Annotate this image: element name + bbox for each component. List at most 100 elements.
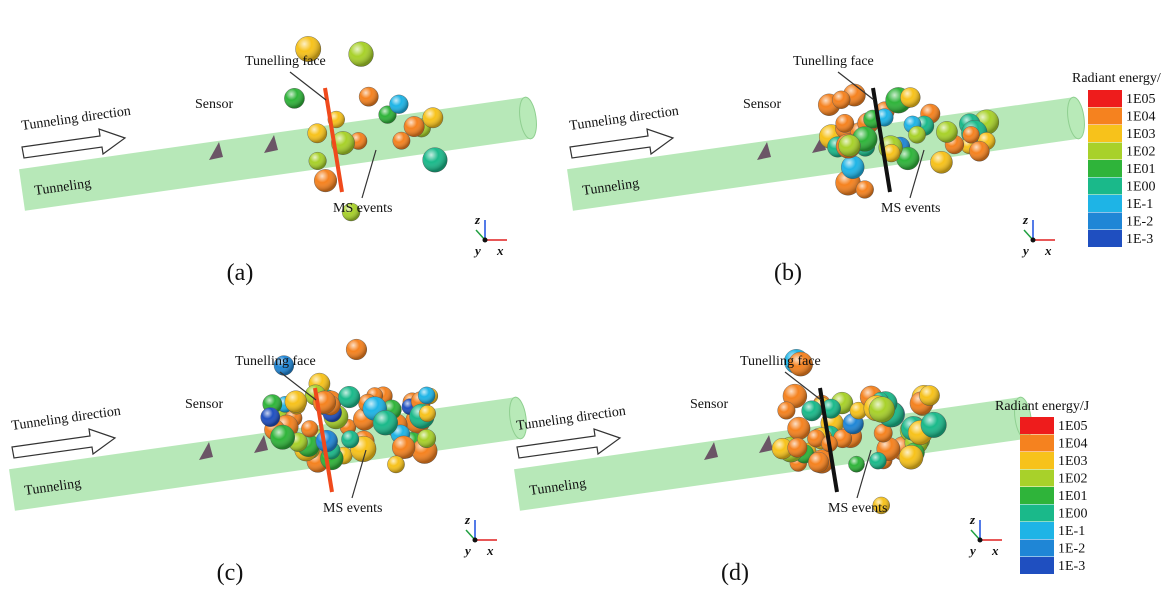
events-label: MS events — [333, 201, 393, 216]
legend-swatch — [1020, 522, 1054, 539]
face-label: Tunelling face — [245, 54, 326, 69]
legend-label: 1E02 — [1058, 472, 1088, 487]
figure: TunnelingTunneling directionSensorTunell… — [0, 0, 1161, 605]
ms-event-shine — [919, 385, 939, 405]
ms-event-shine — [802, 401, 822, 421]
legend-swatch — [1088, 160, 1122, 177]
ms-event-shine — [314, 169, 337, 192]
ms-event-shine — [808, 452, 828, 472]
sensor-label: Sensor — [185, 397, 223, 412]
ms-event-shine — [284, 88, 304, 108]
direction-label: Tunneling direction — [515, 404, 626, 434]
tunnel — [517, 418, 1023, 490]
direction-arrow — [517, 429, 620, 458]
sensor-label: Sensor — [690, 397, 728, 412]
legend-swatch — [1020, 487, 1054, 504]
ms-event-shine — [836, 114, 854, 132]
ms-event-shine — [387, 456, 404, 473]
ms-event-shine — [390, 95, 409, 114]
axis-y-label: y — [463, 543, 471, 558]
ms-event-shine — [936, 121, 957, 142]
ms-event-shine — [899, 445, 923, 469]
ms-event-shine — [869, 397, 895, 423]
ms-event-shine — [900, 88, 920, 108]
axis-z-label: z — [474, 212, 481, 227]
legend-swatch — [1088, 213, 1122, 230]
axis-z-label: z — [969, 512, 976, 527]
panel: TunnelingTunneling directionSensorTunell… — [515, 349, 1033, 586]
legend-title: Radiant energy/J — [1072, 71, 1161, 86]
axis-origin — [473, 538, 478, 543]
events-label: MS events — [881, 201, 941, 216]
legend-label: 1E01 — [1058, 489, 1088, 504]
ms-event-shine — [921, 412, 947, 438]
legend-swatch — [1020, 557, 1054, 574]
legend-swatch — [1088, 125, 1122, 142]
ms-event-shine — [373, 410, 398, 435]
ms-event-shine — [392, 436, 415, 459]
ms-event-shine — [423, 148, 448, 173]
ms-event-shine — [856, 181, 874, 199]
axis-y-label: y — [1021, 243, 1029, 258]
legend-label: 1E04 — [1126, 110, 1156, 125]
ms-event-shine — [969, 141, 989, 161]
ms-event-shine — [841, 156, 864, 179]
legend-swatch — [1088, 143, 1122, 160]
direction-label: Tunneling direction — [568, 104, 679, 134]
ms-event-shine — [423, 108, 443, 128]
legend-label: 1E05 — [1126, 92, 1156, 107]
legend-swatch — [1020, 417, 1054, 434]
ms-event-shine — [341, 431, 358, 448]
legend-title: Radiant energy/J — [995, 399, 1090, 414]
ms-event-shine — [285, 391, 307, 413]
legend-swatch — [1088, 90, 1122, 107]
direction-arrow — [22, 129, 125, 158]
ms-event-shine — [393, 132, 410, 149]
direction-arrow — [570, 129, 673, 158]
direction-label: Tunneling direction — [10, 404, 121, 434]
legend-label: 1E05 — [1058, 419, 1088, 434]
legend-label: 1E01 — [1126, 162, 1156, 177]
ms-event-shine — [301, 420, 318, 437]
ms-event-shine — [839, 135, 861, 157]
events-label: MS events — [323, 501, 383, 516]
ms-event-shine — [963, 126, 980, 143]
ms-event-shine — [788, 438, 807, 457]
legend-label: 1E03 — [1126, 127, 1156, 142]
legend-label: 1E02 — [1126, 145, 1156, 160]
legend-label: 1E03 — [1058, 454, 1088, 469]
sensor-label: Sensor — [195, 97, 233, 112]
axis-y-label: y — [968, 543, 976, 558]
legend-label: 1E-1 — [1058, 524, 1085, 539]
sensor-label: Sensor — [743, 97, 781, 112]
face-label: Tunelling face — [235, 354, 316, 369]
legend-label: 1E04 — [1058, 437, 1088, 452]
axis-x-label: x — [991, 543, 999, 558]
axis-origin — [978, 538, 983, 543]
direction-label: Tunneling direction — [20, 104, 131, 134]
panel-label: (d) — [721, 560, 749, 586]
ms-event-shine — [346, 339, 367, 360]
ms-event-shine — [778, 402, 796, 420]
ms-event-shine — [404, 116, 424, 136]
legend-swatch — [1020, 452, 1054, 469]
legend-swatch — [1088, 195, 1122, 212]
ms-event-shine — [308, 124, 327, 143]
legend-label: 1E-2 — [1126, 215, 1153, 230]
axis-x-label: x — [1044, 243, 1052, 258]
face-label: Tunelling face — [793, 54, 874, 69]
panel: TunnelingTunneling directionSensorTunell… — [568, 54, 1086, 286]
axis-y-label: y — [473, 243, 481, 258]
ms-event-shine — [349, 42, 374, 67]
legend-swatch — [1020, 470, 1054, 487]
panel-label: (b) — [774, 260, 802, 286]
legend-swatch — [1088, 178, 1122, 195]
legend-label: 1E00 — [1126, 180, 1156, 195]
ms-event-shine — [848, 456, 864, 472]
ms-event-shine — [270, 425, 294, 449]
ms-event-shine — [870, 452, 887, 469]
legend-swatch — [1020, 435, 1054, 452]
legend-label: 1E-2 — [1058, 542, 1085, 557]
ms-event-shine — [309, 152, 327, 170]
